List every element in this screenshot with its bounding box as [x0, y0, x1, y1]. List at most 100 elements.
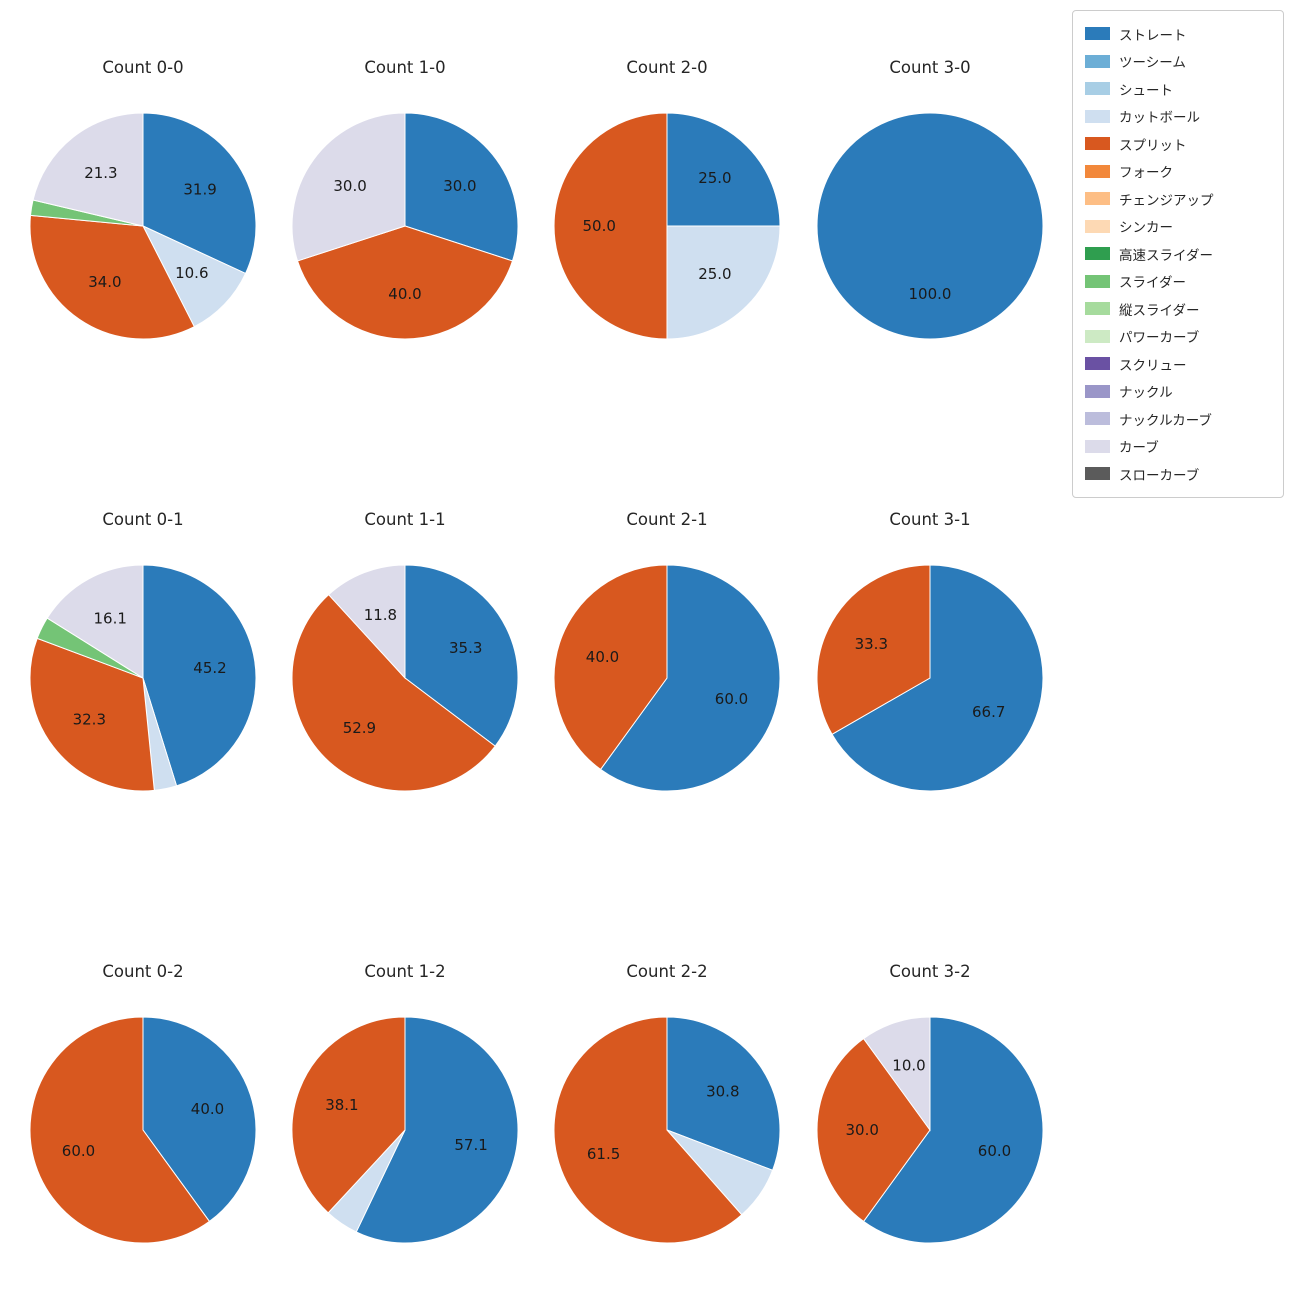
- pie-percent-label: 60.0: [715, 690, 748, 708]
- legend-swatch: [1085, 164, 1110, 178]
- legend-label: 縦スライダー: [1119, 302, 1200, 319]
- pie-slice: [862, 1016, 931, 1132]
- pie-slice: [355, 1016, 519, 1244]
- chart-title: Count 2-0: [626, 58, 708, 77]
- pie-count-2-2: 30.8 61.5: [553, 1016, 781, 1244]
- legend-label: カーブ: [1119, 440, 1159, 457]
- legend-label: スローカーブ: [1119, 467, 1200, 484]
- pie-percent-label: 32.3: [73, 710, 106, 728]
- legend-swatch: [1085, 27, 1110, 41]
- pie-count-2-0: 25.0 25.0 50.0: [553, 112, 781, 340]
- chart-title: Count 2-2: [626, 962, 708, 981]
- pie-slice: [29, 214, 195, 340]
- legend-swatch: [1085, 247, 1110, 261]
- legend-swatch: [1085, 219, 1110, 233]
- legend-label: スライダー: [1119, 275, 1186, 292]
- legend-label: ナックルカーブ: [1119, 412, 1212, 429]
- pie-percent-label: 30.0: [443, 177, 476, 195]
- legend-item: フォーク: [1085, 158, 1271, 186]
- pie-slice: [831, 564, 1044, 792]
- pie-percent-label: 40.0: [191, 1100, 224, 1118]
- legend-swatch: [1085, 109, 1110, 123]
- chart-title: Count 2-1: [626, 510, 708, 529]
- legend-item: カーブ: [1085, 433, 1271, 461]
- pie-count-1-1: 35.3 52.9 11.8: [291, 564, 519, 792]
- pie-slice: [404, 564, 519, 747]
- pie-percent-label: 33.3: [855, 635, 888, 653]
- legend-label: ナックル: [1119, 385, 1173, 402]
- pie-chart-count-1-0: Count 1-0 30.0 40.0 30.0: [290, 58, 520, 341]
- pie-slice: [862, 1016, 1044, 1244]
- pie-slice: [29, 1016, 211, 1244]
- legend-label: ツーシーム: [1119, 55, 1186, 72]
- pie-percent-label: 34.0: [88, 273, 121, 291]
- legend: ストレート ツーシーム シュート カットボール スプリット フォーク チェンジアップ シンカー…: [1072, 10, 1284, 498]
- pie-percent-label: 52.9: [343, 719, 376, 737]
- pie-slice: [666, 112, 781, 227]
- pie-slice: [816, 112, 1044, 340]
- pie-slice: [291, 112, 406, 262]
- legend-item: ナックルカーブ: [1085, 405, 1271, 433]
- pie-slice: [32, 112, 144, 227]
- legend-item: スプリット: [1085, 130, 1271, 158]
- pie-slice: [816, 1037, 931, 1223]
- legend-label: チェンジアップ: [1119, 192, 1214, 209]
- pie-count-1-0: 30.0 40.0 30.0: [291, 112, 519, 340]
- pie-chart-count-3-0: Count 3-0 100.0: [815, 58, 1045, 341]
- pie-percent-label: 61.5: [587, 1145, 620, 1163]
- chart-title: Count 0-0: [102, 58, 184, 77]
- chart-title: Count 3-0: [889, 58, 971, 77]
- pie-percent-label: 60.0: [62, 1142, 95, 1160]
- pie-chart-count-3-2: Count 3-2 60.0 30.0 10.0: [815, 962, 1045, 1245]
- pie-count-0-0: 31.9 10.6 34.0 21.3: [29, 112, 257, 340]
- pie-slice: [553, 112, 668, 340]
- pie-percent-label: 30.0: [333, 177, 366, 195]
- pie-percent-label: 25.0: [698, 169, 731, 187]
- chart-title: Count 3-1: [889, 510, 971, 529]
- legend-label: スプリット: [1119, 137, 1187, 154]
- pie-chart-count-1-1: Count 1-1 35.3 52.9 11.8: [290, 510, 520, 793]
- legend-swatch: [1085, 467, 1110, 481]
- pie-chart-count-0-1: Count 0-1 45.2 32.3 16.1: [28, 510, 258, 793]
- legend-swatch: [1085, 357, 1110, 371]
- legend-swatch: [1085, 82, 1110, 96]
- legend-swatch: [1085, 302, 1110, 316]
- pie-slice: [141, 224, 247, 328]
- legend-item: パワーカーブ: [1085, 323, 1271, 351]
- pie-chart-count-2-0: Count 2-0 25.0 25.0 50.0: [552, 58, 782, 341]
- pie-slice: [142, 564, 257, 787]
- legend-label: スクリュー: [1119, 357, 1187, 374]
- pie-chart-count-2-1: Count 2-1 60.0 40.0: [552, 510, 782, 793]
- pie-percent-label: 40.0: [388, 285, 421, 303]
- pie-slice: [291, 1016, 406, 1214]
- legend-swatch: [1085, 137, 1110, 151]
- chart-title: Count 0-2: [102, 962, 184, 981]
- pie-chart-count-2-2: Count 2-2 30.8 61.5: [552, 962, 782, 1245]
- legend-item: スクリュー: [1085, 350, 1271, 378]
- pie-percent-label: 100.0: [909, 285, 952, 303]
- legend-item: シュート: [1085, 75, 1271, 103]
- pie-slice: [666, 1016, 781, 1171]
- pie-count-0-1: 45.2 32.3 16.1: [29, 564, 257, 792]
- chart-title: Count 1-1: [364, 510, 446, 529]
- pie-slice: [599, 564, 781, 792]
- pie-percent-label: 50.0: [582, 217, 615, 235]
- legend-swatch: [1085, 274, 1110, 288]
- legend-item: ツーシーム: [1085, 48, 1271, 76]
- legend-item: ナックル: [1085, 378, 1271, 406]
- pie-chart-count-0-0: Count 0-0 31.9 10.6 34.0 21.3: [28, 58, 258, 341]
- legend-swatch: [1085, 329, 1110, 343]
- pie-slice: [666, 225, 781, 340]
- pie-slice: [142, 112, 257, 275]
- pie-chart-count-3-1: Count 3-1 66.7 33.3: [815, 510, 1045, 793]
- pie-percent-label: 11.8: [364, 606, 397, 624]
- legend-swatch: [1085, 412, 1110, 426]
- pie-count-0-2: 40.0 60.0: [29, 1016, 257, 1244]
- pie-percent-label: 38.1: [325, 1096, 358, 1114]
- legend-item: シンカー: [1085, 213, 1271, 241]
- legend-label: 高速スライダー: [1119, 247, 1213, 264]
- legend-label: パワーカーブ: [1119, 330, 1200, 347]
- legend-item: チェンジアップ: [1085, 185, 1271, 213]
- chart-title: Count 3-2: [889, 962, 971, 981]
- pie-slice: [291, 593, 496, 792]
